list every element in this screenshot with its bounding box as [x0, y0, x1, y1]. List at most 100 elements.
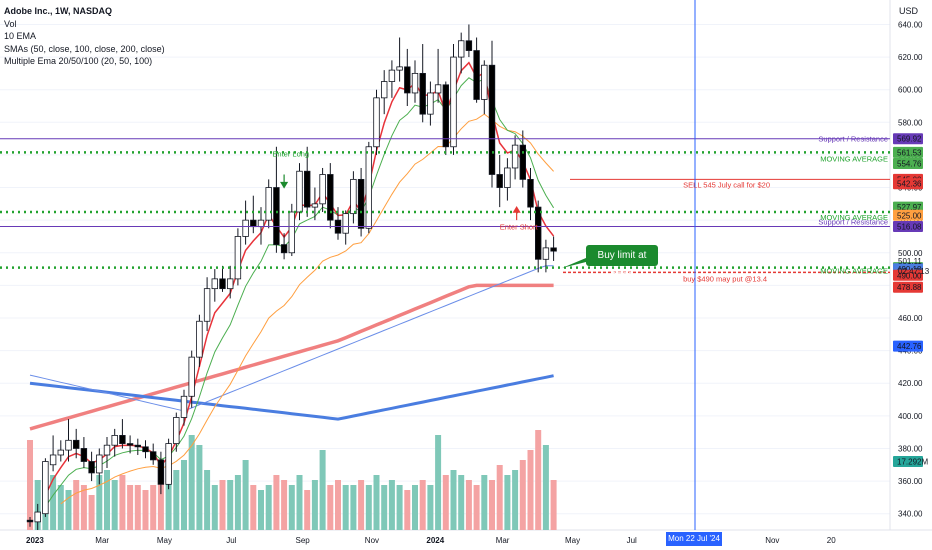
candle-body [196, 320, 203, 358]
price-tag [893, 281, 923, 293]
volume-bar [473, 485, 480, 530]
candle-body [257, 219, 265, 228]
legend-symbol: Adobe Inc., 1W, NASDAQ [4, 6, 113, 16]
candle-body [188, 356, 195, 397]
volume-bar [489, 480, 495, 530]
candle-body [226, 278, 234, 290]
candle-body [542, 247, 550, 260]
candle-body [419, 72, 426, 115]
volume-bar [373, 475, 380, 530]
volume-bar [57, 485, 64, 530]
volume-bar [542, 445, 549, 530]
candle-body [34, 511, 41, 523]
candle-body [373, 97, 380, 148]
candle-body [365, 146, 372, 229]
volume-bar [80, 485, 87, 530]
x-tick-label: Nov [365, 536, 379, 545]
volume-bar [335, 480, 341, 530]
price-tag-label: 478.88 [897, 283, 922, 292]
buy-limit-callout[interactable]: Buy limit at $500 [586, 245, 658, 282]
y-tick-label: 420.00 [898, 379, 923, 388]
annotation-label: Support / Resistance [818, 218, 888, 227]
price-tag [893, 209, 923, 221]
annotation-label: Enter Short [500, 223, 539, 232]
candle-body [396, 66, 403, 71]
candle-body [280, 244, 288, 254]
x-tick-label: Nov [765, 536, 779, 545]
volume-bar [288, 485, 295, 530]
price-tag-label: 490.18 [897, 265, 922, 274]
volume-bar [481, 475, 488, 530]
bar-countdown-label: 02:47:13 [898, 267, 930, 276]
y-tick-label: 400.00 [898, 412, 923, 421]
candle-body [427, 92, 434, 115]
candle-body [134, 444, 141, 448]
price-tag-label: 554.76 [897, 159, 922, 168]
price-tag [893, 269, 923, 281]
y-tick-label: 360.00 [898, 477, 923, 486]
annotation-label: Support / Resistance [818, 135, 888, 144]
candle-body [488, 64, 496, 175]
sma200-line [29, 283, 554, 431]
volume-bar [88, 495, 95, 530]
candle-body [234, 236, 242, 280]
volume-bar [358, 480, 365, 530]
annotation-label: MOVING AVERAGE [820, 267, 888, 276]
candle-body [111, 435, 118, 446]
candle-body [242, 219, 249, 237]
volume-bar [365, 485, 372, 530]
volume-bar [381, 485, 388, 530]
volume-bar [181, 460, 187, 530]
volume-bar [458, 475, 465, 530]
y-tick-label: 620.00 [898, 53, 923, 62]
x-tick-label: May [157, 536, 172, 545]
candle-body [303, 170, 311, 208]
volume-bar [157, 480, 164, 530]
price-tag [893, 456, 923, 468]
price-tag [893, 146, 923, 158]
volume-bar [304, 490, 311, 530]
currency-label[interactable]: USD [898, 6, 918, 16]
candle-body [49, 454, 57, 466]
volume-bar [296, 475, 303, 530]
volume-bar [496, 465, 503, 530]
volume-bar [211, 485, 218, 530]
candle-body [457, 40, 465, 58]
candle-body [288, 211, 295, 254]
price-tag-label: 561.53 [897, 148, 922, 157]
legend-multi-ema: Multiple Ema 20/50/100 (20, 50, 100) [4, 56, 153, 66]
volume-bar [150, 485, 157, 530]
annotation-label: SELL 545 July call for $20 [683, 180, 770, 189]
candle-body [550, 247, 557, 252]
volume-bar [527, 450, 534, 530]
x-tick-label: Jul [627, 536, 637, 545]
candle-body [65, 439, 72, 451]
volume-bar [388, 480, 395, 530]
volume-bar [504, 475, 511, 530]
volume-bar [519, 460, 526, 530]
candle-body [157, 459, 165, 485]
annotation-label: MOVING AVERAGE [820, 213, 888, 222]
x-tick-label: 2024 [426, 536, 444, 545]
volume-bar [234, 475, 241, 530]
volume-bar [435, 435, 442, 530]
candle-body [180, 395, 188, 418]
short-entry-arrow [512, 205, 521, 221]
price-tag-label: 442.76 [897, 342, 922, 351]
volume-bar [327, 485, 334, 530]
volume-bar [412, 485, 418, 530]
price-tag-label: 516.08 [897, 223, 922, 232]
volume-bar [227, 480, 234, 530]
price-tag-label: 17.292M [897, 458, 928, 467]
volume-bar [127, 485, 134, 530]
volume-bar [281, 480, 288, 530]
candle-body [250, 219, 257, 228]
volume-bar [258, 490, 264, 530]
volume-bar [419, 480, 426, 530]
candle-body [311, 203, 319, 208]
candle-body [42, 461, 49, 515]
volume-bar [350, 485, 357, 530]
y-tick-label: 380.00 [898, 444, 923, 453]
candle-body [388, 69, 396, 82]
